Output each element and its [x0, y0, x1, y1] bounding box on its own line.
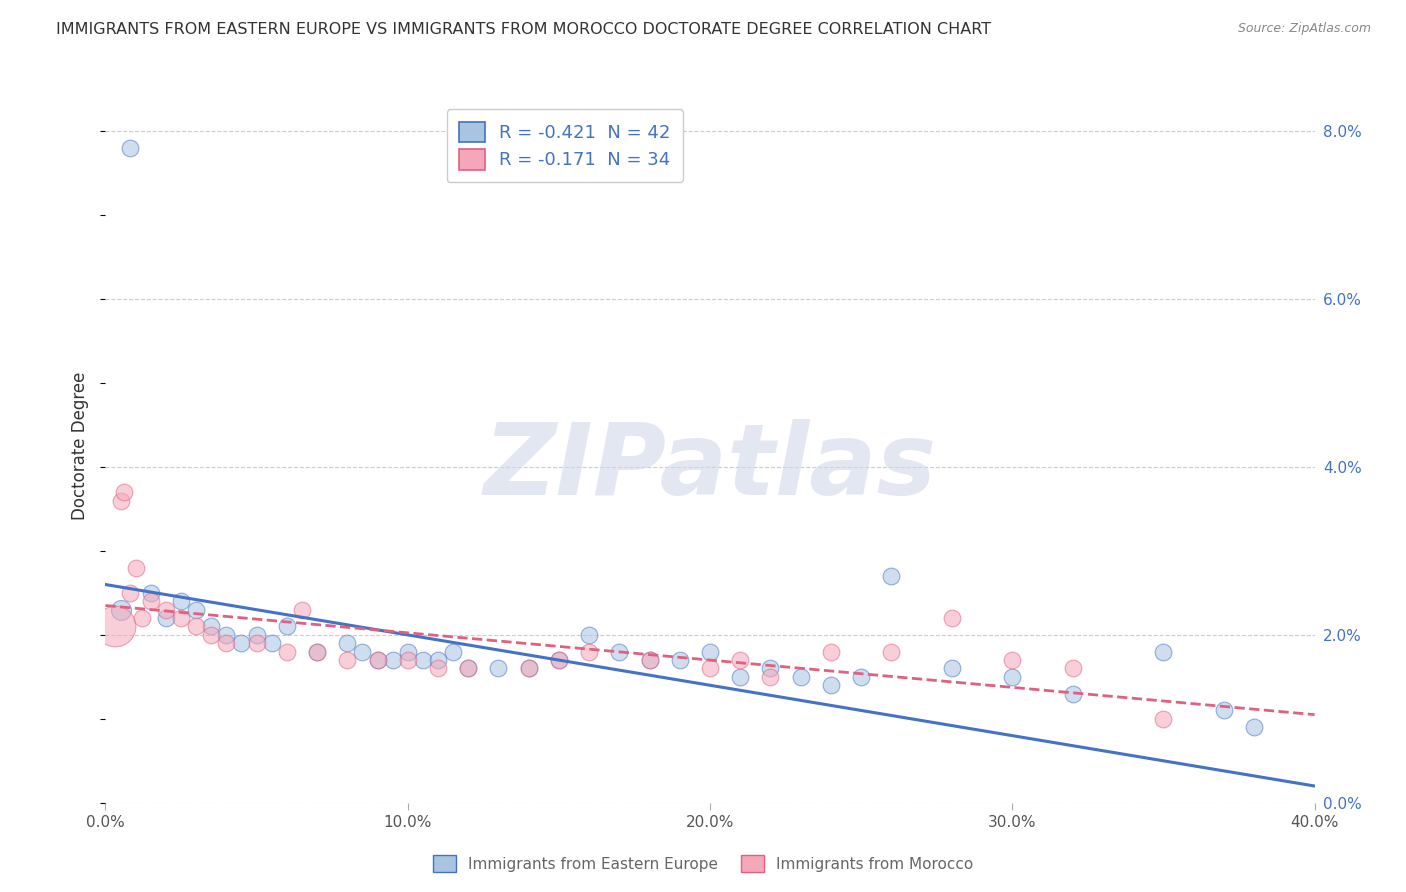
Point — [276, 619, 298, 633]
Point — [231, 636, 253, 650]
Text: IMMIGRANTS FROM EASTERN EUROPE VS IMMIGRANTS FROM MOROCCO DOCTORATE DEGREE CORRE: IMMIGRANTS FROM EASTERN EUROPE VS IMMIGR… — [56, 22, 991, 37]
Point — [336, 636, 359, 650]
Point — [880, 569, 903, 583]
Point — [1153, 712, 1175, 726]
Point — [790, 670, 813, 684]
Point — [155, 603, 177, 617]
Point — [488, 661, 510, 675]
Legend: Immigrants from Eastern Europe, Immigrants from Morocco: Immigrants from Eastern Europe, Immigran… — [425, 847, 981, 880]
Point — [820, 678, 842, 692]
Point — [578, 645, 600, 659]
Point — [941, 611, 963, 625]
Point — [170, 594, 193, 608]
Point — [412, 653, 434, 667]
Point — [730, 653, 752, 667]
Point — [170, 611, 193, 625]
Point — [1153, 645, 1175, 659]
Point — [880, 645, 903, 659]
Point — [517, 661, 540, 675]
Point — [186, 603, 208, 617]
Point — [139, 594, 162, 608]
Point — [307, 645, 329, 659]
Point — [139, 586, 162, 600]
Point — [699, 645, 721, 659]
Point — [103, 619, 125, 633]
Point — [427, 661, 450, 675]
Text: Source: ZipAtlas.com: Source: ZipAtlas.com — [1237, 22, 1371, 36]
Point — [155, 611, 177, 625]
Point — [396, 645, 419, 659]
Point — [1243, 720, 1265, 734]
Point — [638, 653, 661, 667]
Point — [276, 645, 298, 659]
Point — [291, 603, 314, 617]
Point — [609, 645, 631, 659]
Point — [1001, 670, 1024, 684]
Point — [246, 636, 269, 650]
Point — [186, 619, 208, 633]
Point — [118, 586, 141, 600]
Point — [1062, 661, 1084, 675]
Point — [1213, 703, 1236, 717]
Point — [730, 670, 752, 684]
Point — [110, 493, 132, 508]
Point — [578, 628, 600, 642]
Y-axis label: Doctorate Degree: Doctorate Degree — [72, 372, 90, 520]
Point — [118, 141, 141, 155]
Text: ZIPatlas: ZIPatlas — [484, 419, 936, 516]
Point — [941, 661, 963, 675]
Point — [124, 560, 148, 574]
Point — [548, 653, 571, 667]
Point — [200, 619, 222, 633]
Point — [200, 628, 222, 642]
Point — [441, 645, 464, 659]
Point — [669, 653, 692, 667]
Point — [112, 485, 135, 500]
Point — [517, 661, 540, 675]
Point — [457, 661, 479, 675]
Point — [366, 653, 388, 667]
Point — [110, 603, 132, 617]
Point — [638, 653, 661, 667]
Point — [366, 653, 388, 667]
Point — [457, 661, 479, 675]
Point — [759, 661, 782, 675]
Point — [336, 653, 359, 667]
Point — [1062, 687, 1084, 701]
Point — [820, 645, 842, 659]
Point — [849, 670, 872, 684]
Point — [246, 628, 269, 642]
Legend: R = -0.421  N = 42, R = -0.171  N = 34: R = -0.421 N = 42, R = -0.171 N = 34 — [447, 109, 683, 182]
Point — [352, 645, 374, 659]
Point — [215, 636, 238, 650]
Point — [307, 645, 329, 659]
Point — [131, 611, 153, 625]
Point — [1001, 653, 1024, 667]
Point — [699, 661, 721, 675]
Point — [260, 636, 283, 650]
Point — [215, 628, 238, 642]
Point — [396, 653, 419, 667]
Point — [759, 670, 782, 684]
Point — [548, 653, 571, 667]
Point — [427, 653, 450, 667]
Point — [381, 653, 404, 667]
